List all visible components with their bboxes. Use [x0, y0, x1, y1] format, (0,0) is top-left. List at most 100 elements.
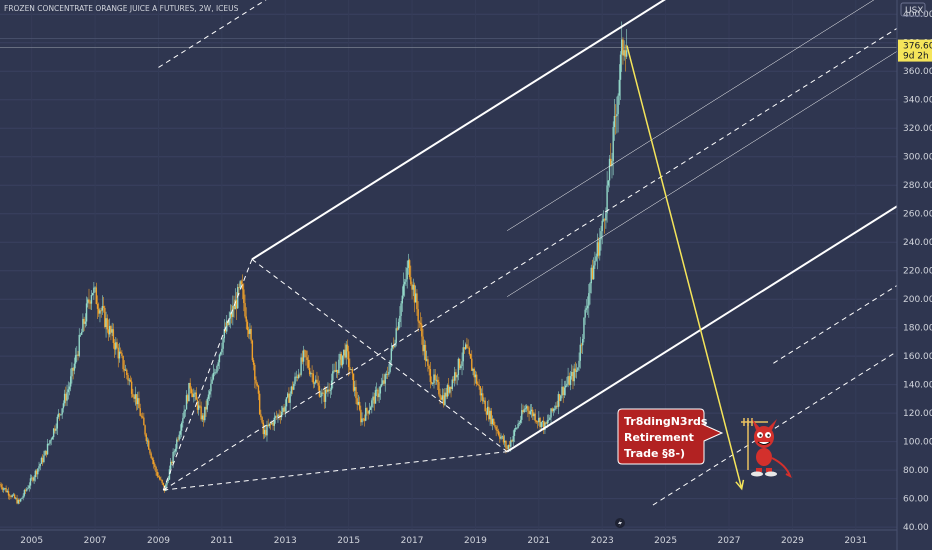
candle-body: [193, 394, 195, 398]
retirement-trade-note[interactable]: Tr8dingN3rds Retirement Trade §8-): [617, 408, 724, 465]
candle-body: [315, 379, 317, 383]
candle-body: [456, 375, 458, 378]
candle-body: [204, 406, 206, 421]
candle-body: [155, 466, 157, 472]
candle-body: [346, 344, 349, 352]
candle-body: [268, 423, 271, 427]
lightning-icon[interactable]: [615, 518, 625, 528]
candle-body: [282, 407, 284, 412]
candle-body: [89, 302, 91, 304]
candle-body: [150, 453, 152, 459]
candle-body: [440, 397, 443, 400]
candle-body: [338, 359, 340, 374]
candle-body: [591, 267, 594, 280]
candle-body: [329, 389, 332, 391]
candle-body: [536, 421, 539, 423]
candle-body: [202, 415, 205, 421]
candle-body: [375, 389, 378, 391]
y-tick-label: 280.00: [903, 181, 932, 191]
candle-body: [324, 389, 327, 402]
candle-body: [368, 409, 371, 414]
candle-body: [123, 369, 126, 371]
candle-body: [464, 344, 467, 350]
candle-body: [419, 322, 422, 325]
candle-body: [247, 330, 250, 334]
candle-body: [555, 405, 557, 409]
candle-body: [300, 357, 302, 375]
inner-channel-line-2: [507, 47, 904, 297]
chart-title: FROZEN CONCENTRATE ORANGE JUICE A FUTURE…: [4, 4, 239, 13]
candle-body: [534, 413, 536, 422]
candle-body: [618, 79, 620, 96]
candle-body: [177, 439, 179, 441]
candle-body: [543, 420, 545, 431]
candle-body: [95, 287, 98, 305]
projection-arrow-head: [735, 479, 745, 491]
candle-body: [512, 435, 514, 442]
candle-body: [397, 321, 400, 330]
candle-body: [361, 418, 363, 423]
candle-body: [405, 279, 407, 282]
candle-body: [595, 256, 597, 261]
x-tick-label: 2005: [20, 536, 43, 546]
candle-body: [4, 488, 6, 489]
candle-body: [608, 158, 611, 181]
candle-body: [190, 388, 193, 394]
candle-body: [144, 425, 146, 435]
candle-body: [126, 369, 128, 376]
candle-body: [430, 381, 433, 384]
candle-body: [100, 310, 102, 312]
candle-body: [138, 398, 140, 409]
candle-body: [561, 386, 563, 396]
upper-outer-channel-line: [158, 0, 267, 68]
candle-body: [313, 382, 316, 384]
candle-body: [284, 406, 286, 412]
candle-body: [96, 304, 99, 309]
currency-label[interactable]: USX: [905, 6, 923, 16]
candle-body: [384, 374, 386, 384]
candle-body: [433, 374, 435, 384]
candle-body: [162, 482, 165, 486]
candle-body: [472, 369, 474, 371]
currency-box[interactable]: [900, 2, 926, 17]
candle-body: [395, 328, 397, 344]
candle-body: [0, 484, 1, 486]
candle-body: [110, 326, 112, 333]
candle-body: [493, 418, 495, 426]
candle-body: [115, 342, 117, 350]
candle-body: [158, 477, 161, 480]
candle-body: [613, 115, 616, 128]
candle-body: [39, 463, 41, 467]
candle-body: [568, 376, 571, 385]
candle-body: [380, 383, 383, 387]
candle-body: [571, 371, 573, 377]
candle-body: [532, 409, 534, 417]
candle-body: [502, 436, 505, 443]
candle-body: [468, 348, 471, 355]
candle-body: [1, 487, 4, 490]
candle-body: [519, 419, 522, 423]
candles-layer: [0, 21, 628, 505]
candle-body: [295, 376, 297, 378]
candle-body: [154, 464, 156, 467]
candle-body: [191, 393, 194, 398]
x-tick-label: 2007: [84, 536, 107, 546]
candle-body: [6, 491, 9, 493]
candle-body: [499, 435, 501, 439]
candle-body: [94, 287, 96, 289]
candle-body: [219, 352, 222, 355]
time-axis[interactable]: 2005 2007 2009 2011 2013 2015 2017 2019 2021 2023…: [20, 536, 867, 546]
candle-body: [485, 411, 488, 415]
candle-body: [594, 260, 596, 266]
candle-body: [458, 358, 461, 369]
candle-body: [489, 410, 491, 420]
candle-body: [116, 342, 118, 348]
candle-body: [213, 372, 216, 374]
candle-body: [522, 410, 524, 413]
candle-body: [407, 260, 410, 268]
candle-body: [572, 371, 574, 382]
candle-body: [544, 422, 546, 431]
candle-body: [91, 293, 94, 296]
candle-body: [410, 277, 412, 285]
